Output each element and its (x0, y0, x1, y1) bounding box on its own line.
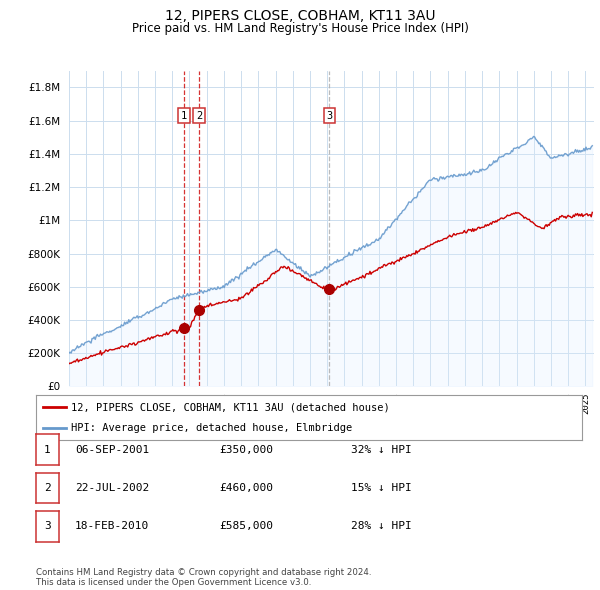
Text: 1: 1 (44, 445, 51, 454)
Text: £460,000: £460,000 (219, 483, 273, 493)
Text: £585,000: £585,000 (219, 522, 273, 531)
Text: 3: 3 (44, 522, 51, 531)
Text: 2: 2 (196, 111, 202, 121)
Text: 15% ↓ HPI: 15% ↓ HPI (351, 483, 412, 493)
Text: Price paid vs. HM Land Registry's House Price Index (HPI): Price paid vs. HM Land Registry's House … (131, 22, 469, 35)
Text: 28% ↓ HPI: 28% ↓ HPI (351, 522, 412, 531)
Text: 12, PIPERS CLOSE, COBHAM, KT11 3AU (detached house): 12, PIPERS CLOSE, COBHAM, KT11 3AU (deta… (71, 402, 390, 412)
Text: 2: 2 (44, 483, 51, 493)
Text: 32% ↓ HPI: 32% ↓ HPI (351, 445, 412, 454)
Text: £350,000: £350,000 (219, 445, 273, 454)
Text: 1: 1 (181, 111, 187, 121)
Text: 06-SEP-2001: 06-SEP-2001 (75, 445, 149, 454)
Text: Contains HM Land Registry data © Crown copyright and database right 2024.
This d: Contains HM Land Registry data © Crown c… (36, 568, 371, 587)
Text: HPI: Average price, detached house, Elmbridge: HPI: Average price, detached house, Elmb… (71, 422, 353, 432)
Text: 22-JUL-2002: 22-JUL-2002 (75, 483, 149, 493)
Text: 3: 3 (326, 111, 332, 121)
Text: 18-FEB-2010: 18-FEB-2010 (75, 522, 149, 531)
Text: 12, PIPERS CLOSE, COBHAM, KT11 3AU: 12, PIPERS CLOSE, COBHAM, KT11 3AU (165, 9, 435, 23)
